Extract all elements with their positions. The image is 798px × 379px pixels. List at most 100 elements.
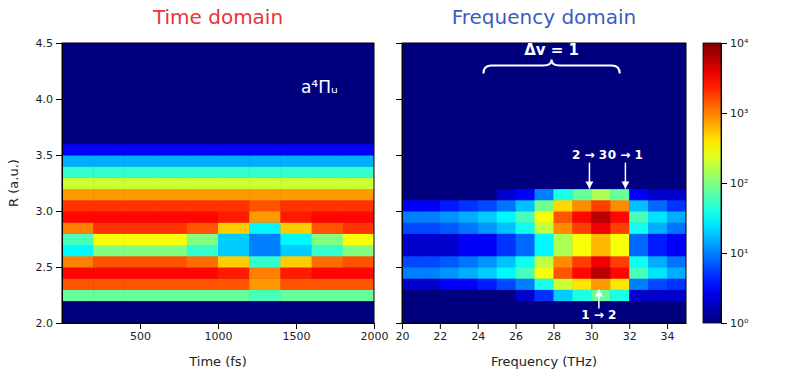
heatmap-cell (459, 121, 478, 133)
heatmap-cell (312, 301, 344, 313)
heatmap-cell (610, 77, 629, 89)
heatmap-cell (648, 65, 667, 77)
heatmap-cell (93, 54, 125, 66)
heatmap-cell (667, 222, 686, 234)
heatmap-cell (312, 256, 344, 268)
heatmap-cell (535, 267, 554, 279)
tick-mark (396, 211, 402, 212)
heatmap-cell (648, 189, 667, 201)
heatmap (62, 43, 374, 323)
heatmap-cell (667, 312, 686, 323)
heatmap-cell (187, 43, 219, 55)
tick-label: 10⁴ (730, 37, 749, 50)
heatmap-cell (591, 267, 610, 279)
tick-mark (140, 323, 141, 329)
heatmap-cell (553, 233, 572, 245)
heatmap-cell (218, 110, 250, 122)
heatmap-cell (440, 312, 459, 323)
heatmap-cell (249, 233, 281, 245)
heatmap-cell (478, 256, 497, 268)
heatmap-cell (553, 312, 572, 323)
heatmap-cell (459, 233, 478, 245)
heatmap-cell (572, 256, 591, 268)
heatmap-cell (667, 245, 686, 257)
heatmap-cell (280, 99, 312, 111)
tick: 4.0 (36, 93, 63, 106)
heatmap-cell (249, 245, 281, 257)
heatmap-cell (280, 110, 312, 122)
heatmap-cell (312, 133, 344, 145)
heatmap-cell (218, 65, 250, 77)
heatmap-cell (280, 278, 312, 290)
heatmap-cell (535, 88, 554, 100)
heatmap-cell (572, 133, 591, 145)
tick-mark (396, 155, 402, 156)
heatmap-cell (459, 222, 478, 234)
heatmap-cell (421, 43, 440, 55)
heatmap-cell (187, 312, 219, 323)
heatmap-cell (312, 312, 344, 323)
heatmap-cell (572, 65, 591, 77)
tick: 2000 (361, 323, 389, 343)
heatmap-cell (629, 88, 648, 100)
heatmap-cell (156, 166, 188, 178)
heatmap-cell (497, 43, 516, 55)
heatmap-cell (648, 110, 667, 122)
heatmap-cell (62, 267, 94, 279)
arrow-head (621, 182, 629, 189)
heatmap-cell (402, 312, 421, 323)
heatmap-cell (343, 256, 374, 268)
heatmap-cell (478, 267, 497, 279)
heatmap-cell (516, 177, 535, 189)
heatmap-cell (667, 65, 686, 77)
heatmap-cell (93, 222, 125, 234)
heatmap-cell (648, 312, 667, 323)
tick-label: 2000 (361, 330, 389, 343)
plot-frame (62, 43, 374, 323)
heatmap-cell (156, 77, 188, 89)
heatmap-cell (312, 110, 344, 122)
heatmap-cell (497, 133, 516, 145)
heatmap-cell (535, 200, 554, 212)
heatmap-cell (553, 121, 572, 133)
heatmap-cell (553, 166, 572, 178)
heatmap-cell (62, 177, 94, 189)
heatmap-cell (421, 155, 440, 167)
tick-mark (396, 323, 402, 324)
heatmap-cell (440, 110, 459, 122)
heatmap-cell (591, 54, 610, 66)
heatmap-cell (591, 233, 610, 245)
heatmap-cell (497, 200, 516, 212)
heatmap-cell (478, 200, 497, 212)
heatmap-cell (440, 121, 459, 133)
heatmap-cell (497, 99, 516, 111)
tick: 1000 (205, 323, 233, 343)
heatmap-cell (516, 155, 535, 167)
heatmap-cell (280, 43, 312, 55)
tick: 28 (547, 323, 561, 343)
heatmap-cell (553, 211, 572, 223)
heatmap-cell (402, 99, 421, 111)
heatmap-cell (62, 77, 94, 89)
heatmap-cell (93, 301, 125, 313)
heatmap-cell (312, 233, 344, 245)
heatmap-cell (93, 144, 125, 156)
heatmap-cell (218, 166, 250, 178)
heatmap-cell (62, 189, 94, 201)
y-axis-title: R (a.u.) (6, 159, 21, 207)
heatmap-cell (667, 189, 686, 201)
heatmap-cell (124, 65, 156, 77)
arrow-head (585, 182, 593, 189)
heatmap-cell (402, 189, 421, 201)
annotation: 1 → 2 (581, 308, 616, 322)
heatmap-cell (591, 177, 610, 189)
heatmap-cell (591, 245, 610, 257)
heatmap-cell (610, 289, 629, 301)
heatmap-cell (402, 121, 421, 133)
heatmap-cell (516, 99, 535, 111)
heatmap-cell (62, 144, 94, 156)
axis: 2022242628303234 (396, 323, 687, 343)
heatmap-cell (124, 155, 156, 167)
heatmap-cell (572, 233, 591, 245)
heatmap-cell (156, 312, 188, 323)
